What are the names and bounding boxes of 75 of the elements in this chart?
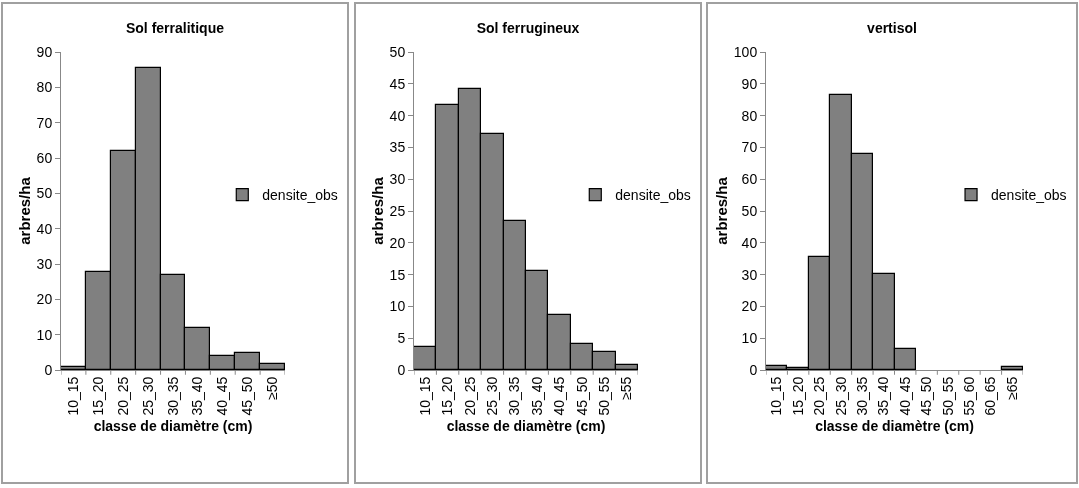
y-tick-label: 100	[733, 43, 758, 60]
x-axis-title: classe de diamètre (cm)	[815, 417, 974, 434]
y-tick-label: 40	[36, 220, 53, 237]
y-tick-label: 10	[741, 330, 758, 347]
y-tick-label: 30	[741, 266, 758, 283]
x-tick-label: ≥65	[1003, 376, 1020, 400]
x-tick-label: 10_15	[64, 376, 81, 416]
y-tick-label: 70	[36, 114, 53, 131]
x-tick-label: 20_25	[461, 376, 478, 416]
x-tick-label: 15_20	[439, 376, 456, 416]
x-axis-title: classe de diamètre (cm)	[93, 417, 253, 434]
x-tick-label: 20_25	[811, 376, 828, 416]
x-tick-label: 40_45	[214, 376, 231, 416]
y-tick-label: 50	[389, 43, 406, 60]
y-tick-label: 30	[36, 255, 53, 272]
y-tick-label: 20	[36, 291, 53, 308]
y-axis-title: arbres/ha	[368, 176, 386, 245]
x-tick-label: 50_55	[595, 376, 612, 416]
x-tick-label: 10_15	[768, 376, 785, 416]
x-tick-label: 30_35	[164, 376, 181, 416]
x-tick-label: 40_45	[896, 376, 913, 416]
x-tick-label: 10_15	[416, 376, 433, 416]
x-tick-label: ≥50	[264, 376, 281, 400]
x-tick-label: 30_35	[506, 376, 523, 416]
chart-title: Sol ferrugineux	[476, 19, 580, 36]
y-tick-label: 90	[36, 43, 53, 60]
x-tick-label: 45_50	[918, 376, 935, 416]
y-tick-label: 80	[36, 79, 53, 96]
x-tick-label: 55_60	[961, 376, 978, 416]
y-tick-label: 10	[389, 298, 406, 315]
y-tick-label: 60	[741, 171, 758, 188]
y-tick-label: 50	[741, 202, 758, 219]
chart-title: Sol ferralitique	[125, 19, 225, 36]
y-tick-label: 20	[741, 298, 758, 315]
legend-label: densite_obs	[262, 187, 338, 204]
x-axis-title: classe de diamètre (cm)	[446, 417, 606, 434]
y-tick-label: 20	[389, 234, 406, 251]
x-tick-label: 45_50	[239, 376, 256, 416]
y-tick-label: 40	[741, 234, 758, 251]
x-tick-label: 15_20	[89, 376, 106, 416]
y-tick-label: 0	[44, 361, 53, 378]
x-tick-label: ≥55	[618, 376, 635, 400]
x-tick-label: 45_50	[573, 376, 590, 416]
x-tick-label: 30_35	[853, 376, 870, 416]
y-tick-label: 90	[741, 75, 758, 92]
y-tick-label: 30	[389, 171, 406, 188]
y-tick-label: 35	[389, 139, 406, 156]
y-tick-label: 45	[389, 75, 406, 92]
y-tick-label: 10	[36, 326, 53, 343]
x-tick-label: 40_45	[551, 376, 568, 416]
y-tick-label: 50	[36, 185, 53, 202]
y-tick-label: 0	[749, 361, 758, 378]
y-tick-label: 0	[397, 361, 406, 378]
x-tick-label: 25_30	[483, 376, 500, 416]
x-tick-label: 20_25	[114, 376, 131, 416]
y-tick-label: 25	[389, 202, 406, 219]
x-tick-label: 35_40	[875, 376, 892, 416]
legend-label: densite_obs	[615, 187, 691, 204]
y-tick-label: 5	[397, 330, 406, 347]
y-tick-label: 40	[389, 107, 406, 124]
chart-title: vertisol	[867, 19, 917, 36]
y-tick-label: 60	[36, 149, 53, 166]
y-axis-title: arbres/ha	[713, 176, 731, 245]
y-axis-title: arbres/ha	[15, 176, 33, 245]
y-tick-label: 70	[741, 139, 758, 156]
x-tick-label: 25_30	[139, 376, 156, 416]
x-tick-label: 50_55	[939, 376, 956, 416]
x-tick-label: 35_40	[189, 376, 206, 416]
legend-label: densite_obs	[991, 187, 1067, 204]
y-tick-label: 80	[741, 107, 758, 124]
x-tick-label: 15_20	[789, 376, 806, 416]
x-tick-label: 35_40	[528, 376, 545, 416]
x-tick-label: 60_65	[982, 376, 999, 416]
y-tick-label: 15	[389, 266, 406, 283]
x-tick-label: 25_30	[832, 376, 849, 416]
